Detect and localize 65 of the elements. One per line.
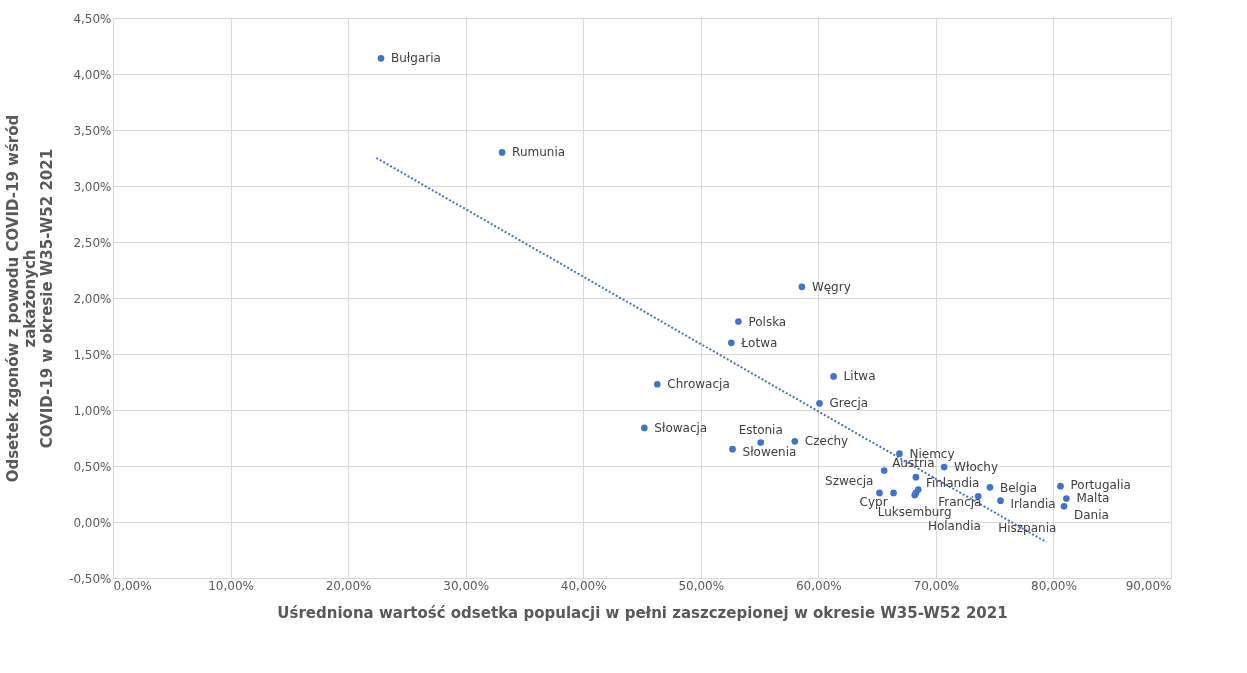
x-tick-label: 10,00%: [208, 578, 254, 593]
point: [727, 339, 735, 347]
point: [757, 439, 765, 446]
x-tick-label: 20,00%: [325, 578, 372, 593]
y-tick-label: 2,00%: [73, 291, 112, 306]
x-tick-label: 60,00%: [795, 578, 842, 593]
point: [1057, 482, 1064, 490]
annotation: Litwa: [843, 369, 876, 384]
annotation: Włochy: [954, 460, 999, 475]
annotation: Grecja: [829, 396, 869, 411]
annotation: Malta: [1076, 491, 1110, 506]
annotation: Łotwa: [740, 335, 778, 350]
point: [876, 489, 883, 497]
point: [798, 283, 806, 291]
y-tick-label: -0,50%: [69, 571, 112, 586]
annotation: Czechy: [804, 434, 849, 449]
point: [377, 54, 385, 62]
point: [986, 483, 994, 491]
y-tick-label: 3,00%: [73, 179, 112, 194]
point: [997, 497, 1004, 505]
point: [1060, 502, 1068, 510]
y-axis-title: Odsetek zgonów z powodu COVID-19 wśród zakażonych COVID-19 w okresie W35-W52 2021: [4, 114, 57, 483]
point: [1063, 495, 1070, 502]
x-tick-label: 90,00%: [1125, 578, 1172, 593]
point: [912, 473, 920, 481]
annotation: Rumunia: [512, 145, 566, 160]
annotation: Dania: [1074, 508, 1109, 523]
annotation: Słowenia: [742, 445, 797, 460]
x-tick-label: 40,00%: [560, 578, 607, 593]
annotation: Polska: [748, 314, 787, 329]
x-tick-label: 70,00%: [913, 578, 960, 593]
annotation: Szwecja: [825, 473, 874, 488]
y-tick-label: 2,50%: [73, 235, 112, 250]
annotation: Holandia: [927, 518, 981, 533]
point: [641, 424, 648, 432]
y-tick-label: 1,50%: [73, 347, 112, 362]
x-tick-label: 0,00%: [113, 578, 152, 593]
annotation: Portugalia: [1070, 478, 1131, 493]
x-tick-label: 30,00%: [443, 578, 490, 593]
point: [940, 463, 948, 471]
x-tick-label: 50,00%: [678, 578, 725, 593]
point: [816, 399, 823, 407]
point: [880, 467, 888, 474]
y-tick-label: 4,50%: [73, 11, 112, 26]
point: [735, 318, 742, 325]
point: [653, 380, 661, 388]
y-tick-label: 1,00%: [73, 403, 112, 418]
y-tick-label: 4,00%: [73, 67, 112, 82]
annotation: Bułgaria: [391, 51, 441, 66]
y-tick-label: 0,00%: [73, 515, 112, 530]
point: [729, 445, 736, 453]
annotation: Słowacja: [654, 420, 708, 435]
annotation: Chrowacja: [667, 377, 730, 392]
annotation: Belgia: [999, 481, 1038, 496]
annotation: Irlandia: [1010, 496, 1056, 511]
x-tick-label: 80,00%: [1031, 578, 1077, 593]
annotation: Estonia: [738, 423, 783, 438]
point: [498, 149, 506, 156]
point: [830, 373, 837, 380]
point: [890, 489, 897, 497]
x-axis-title: Uśredniona wartość odsetka populacji w pełni zaszczepionej w okresie W35-W52 2021: [277, 603, 1008, 622]
y-tick-label: 0,50%: [73, 459, 112, 474]
y-tick-label: 3,50%: [73, 123, 112, 138]
point: [791, 438, 799, 445]
annotation: Węgry: [811, 279, 851, 294]
